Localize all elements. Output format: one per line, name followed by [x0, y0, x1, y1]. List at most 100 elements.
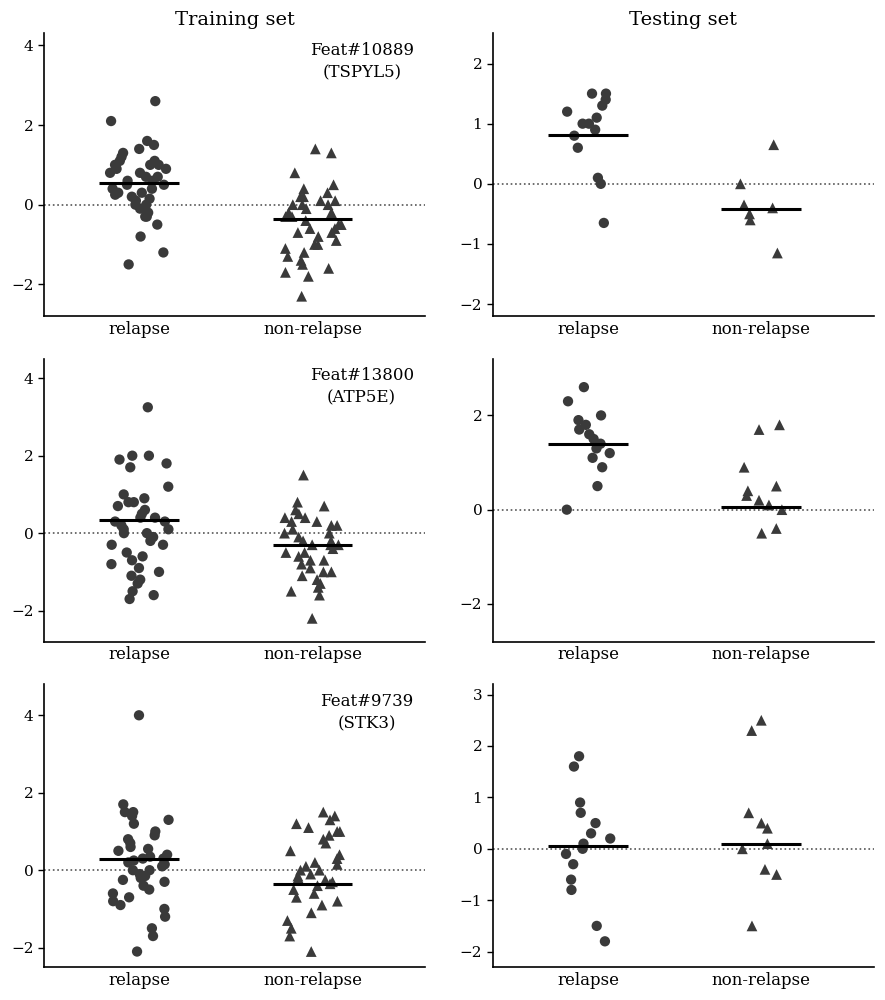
Point: [291, 868, 305, 884]
Point: [582, 426, 596, 442]
Point: [740, 488, 754, 504]
Point: [118, 804, 132, 820]
Point: [108, 187, 122, 203]
Point: [584, 825, 598, 841]
Point: [117, 521, 131, 537]
Point: [322, 525, 336, 541]
Point: [134, 510, 148, 526]
Point: [330, 517, 344, 533]
Point: [142, 862, 157, 878]
Point: [136, 878, 150, 894]
Point: [296, 181, 311, 197]
Point: [560, 104, 574, 120]
Point: [310, 514, 324, 530]
Point: [587, 431, 601, 447]
Point: [285, 209, 299, 225]
Point: [598, 933, 612, 949]
Point: [126, 583, 140, 599]
Point: [161, 479, 175, 495]
Point: [323, 876, 337, 892]
Point: [103, 165, 117, 181]
Point: [148, 510, 162, 526]
Point: [564, 872, 578, 888]
Point: [323, 812, 337, 828]
Point: [752, 422, 766, 438]
Point: [312, 587, 327, 603]
Point: [291, 548, 305, 564]
Point: [329, 233, 343, 249]
Point: [572, 748, 586, 764]
Point: [278, 510, 292, 526]
Point: [566, 856, 581, 872]
Point: [774, 502, 789, 518]
Point: [282, 928, 296, 944]
Point: [296, 467, 311, 483]
Point: [589, 918, 604, 934]
Point: [321, 197, 335, 213]
Point: [123, 835, 137, 851]
Point: [145, 920, 159, 936]
Point: [324, 145, 338, 161]
Point: [114, 149, 128, 165]
Text: Feat#10889
(TSPYL5): Feat#10889 (TSPYL5): [310, 42, 413, 81]
Point: [559, 846, 573, 862]
Point: [116, 796, 130, 812]
Point: [332, 217, 346, 233]
Point: [324, 564, 338, 580]
Point: [140, 209, 154, 225]
Point: [106, 893, 120, 909]
Point: [142, 191, 157, 207]
Point: [575, 116, 589, 132]
Point: [112, 153, 127, 169]
Point: [289, 889, 304, 905]
Point: [125, 808, 139, 824]
Point: [132, 141, 146, 157]
Point: [133, 572, 147, 588]
Point: [112, 452, 127, 468]
Point: [571, 140, 585, 156]
Point: [114, 517, 128, 533]
Point: [294, 252, 308, 268]
Point: [148, 153, 162, 169]
Point: [769, 866, 783, 882]
Point: [130, 944, 144, 960]
Point: [138, 502, 152, 518]
Point: [330, 856, 344, 872]
Point: [139, 197, 153, 213]
Point: [737, 459, 751, 475]
Point: [595, 459, 609, 475]
Point: [299, 858, 313, 874]
Point: [312, 862, 327, 878]
Point: [157, 177, 171, 193]
Point: [576, 836, 590, 852]
Point: [110, 161, 124, 177]
Point: [317, 552, 331, 568]
Point: [754, 815, 768, 831]
Point: [295, 568, 309, 584]
Point: [125, 568, 139, 584]
Point: [126, 862, 140, 878]
Point: [312, 579, 326, 595]
Point: [324, 533, 338, 549]
Point: [152, 564, 166, 580]
Point: [121, 494, 135, 510]
Point: [121, 854, 135, 870]
Point: [754, 712, 768, 728]
Point: [575, 841, 589, 857]
Point: [298, 510, 312, 526]
Point: [125, 189, 139, 205]
Point: [304, 552, 318, 568]
Point: [161, 812, 175, 828]
Point: [303, 221, 317, 237]
Point: [735, 841, 750, 857]
Point: [572, 422, 586, 438]
Point: [284, 920, 298, 936]
Point: [133, 201, 147, 217]
Point: [281, 205, 296, 221]
Point: [135, 506, 149, 522]
Point: [142, 448, 156, 464]
Point: [304, 944, 319, 960]
Point: [159, 161, 173, 177]
Point: [278, 240, 292, 256]
Point: [313, 576, 327, 592]
